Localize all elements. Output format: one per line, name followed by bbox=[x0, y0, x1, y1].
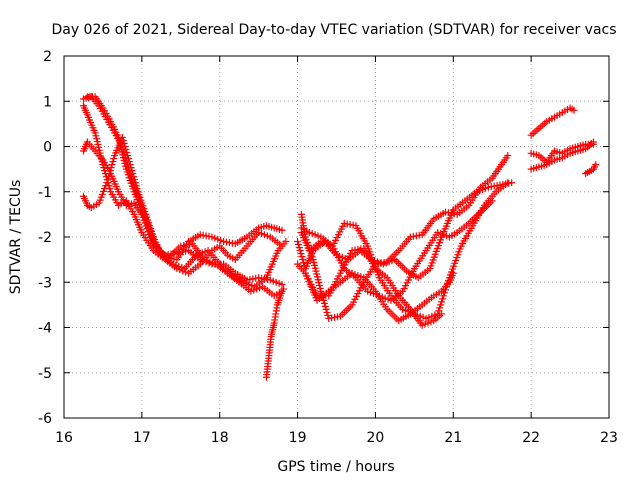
y-tick-label: -1 bbox=[38, 185, 52, 201]
x-tick-label: 22 bbox=[522, 430, 540, 446]
series-arc-7 bbox=[297, 152, 512, 322]
series-arc-14 bbox=[527, 140, 597, 166]
data-point bbox=[99, 161, 107, 169]
data-point bbox=[280, 285, 288, 293]
data-point bbox=[100, 164, 108, 172]
x-tick-label: 16 bbox=[55, 430, 73, 446]
data-point bbox=[438, 310, 446, 318]
data-point bbox=[589, 138, 597, 146]
data-point bbox=[282, 238, 290, 246]
data-point bbox=[294, 238, 302, 246]
chart-title: Day 026 of 2021, Sidereal Day-to-day VTE… bbox=[51, 22, 616, 38]
data-point bbox=[127, 164, 135, 172]
y-tick-label: 2 bbox=[43, 49, 52, 65]
series-arc-11 bbox=[301, 269, 457, 325]
data-point bbox=[296, 247, 304, 255]
data-point bbox=[110, 155, 118, 163]
x-tick-labels: 16 17 18 19 20 21 22 23 bbox=[55, 430, 618, 446]
data-point bbox=[298, 253, 306, 261]
x-tick-label: 18 bbox=[211, 430, 229, 446]
series-arc-13 bbox=[527, 104, 578, 139]
series-arc-10 bbox=[297, 197, 496, 304]
data-point bbox=[278, 226, 286, 234]
x-tick-label: 20 bbox=[367, 430, 385, 446]
y-tick-label: -4 bbox=[38, 321, 52, 337]
y-tick-label: -2 bbox=[38, 230, 52, 246]
data-point bbox=[126, 161, 134, 169]
data-point bbox=[125, 158, 133, 166]
series-arc-3 bbox=[79, 138, 286, 289]
series-arc-4 bbox=[79, 102, 286, 277]
y-tick-label: 1 bbox=[43, 94, 52, 110]
data-point bbox=[324, 311, 332, 319]
data-point bbox=[323, 308, 331, 316]
data-point bbox=[104, 179, 112, 187]
data-point bbox=[105, 182, 113, 190]
data-point bbox=[130, 173, 138, 181]
y-axis-label: SDTVAR / TECUs bbox=[8, 180, 24, 295]
data-points bbox=[79, 93, 600, 381]
data-point bbox=[103, 176, 111, 184]
x-axis-label: GPS time / hours bbox=[277, 459, 394, 475]
data-point bbox=[294, 241, 302, 249]
x-tick-label: 23 bbox=[600, 430, 618, 446]
data-point bbox=[109, 158, 117, 166]
y-tick-label: -3 bbox=[38, 275, 52, 291]
data-point bbox=[592, 161, 600, 169]
data-point bbox=[102, 173, 110, 181]
plot-frame bbox=[63, 55, 610, 419]
data-point bbox=[317, 287, 325, 295]
data-point bbox=[322, 305, 330, 313]
data-point bbox=[508, 179, 516, 187]
data-point bbox=[438, 298, 446, 306]
data-point bbox=[440, 292, 448, 300]
data-point bbox=[570, 106, 578, 114]
data-point bbox=[129, 170, 137, 178]
data-point bbox=[504, 152, 512, 160]
y-tick-label: 0 bbox=[43, 140, 52, 156]
data-point bbox=[299, 256, 307, 264]
series-arc-12 bbox=[294, 179, 516, 282]
data-point bbox=[436, 304, 444, 312]
x-tick-label: 21 bbox=[444, 430, 462, 446]
x-tick-label: 17 bbox=[133, 430, 151, 446]
x-tick-label: 19 bbox=[289, 430, 307, 446]
data-point bbox=[101, 167, 109, 175]
data-point bbox=[449, 269, 457, 277]
series-arc-2 bbox=[79, 133, 290, 291]
data-point bbox=[124, 155, 132, 163]
y-tick-label: -5 bbox=[38, 366, 52, 382]
data-point bbox=[437, 301, 445, 309]
data-point bbox=[439, 295, 447, 303]
data-point bbox=[123, 149, 131, 157]
y-tick-label: -6 bbox=[38, 411, 52, 427]
y-tick-labels: 2 1 0 -1 -2 -3 -4 -5 -6 bbox=[38, 49, 52, 427]
data-point bbox=[102, 170, 110, 178]
data-point bbox=[297, 250, 305, 258]
series-arc-15 bbox=[527, 138, 597, 173]
series-arc-6 bbox=[262, 285, 288, 381]
data-point bbox=[278, 281, 286, 289]
data-point bbox=[320, 299, 328, 307]
data-point bbox=[488, 197, 496, 205]
data-point bbox=[128, 167, 136, 175]
data-point bbox=[106, 185, 114, 193]
data-point bbox=[108, 161, 116, 169]
data-point bbox=[124, 152, 132, 160]
series-arc-16 bbox=[582, 161, 600, 178]
data-point bbox=[295, 244, 303, 252]
data-point bbox=[278, 242, 286, 250]
data-point bbox=[321, 302, 329, 310]
data-point bbox=[131, 176, 139, 184]
